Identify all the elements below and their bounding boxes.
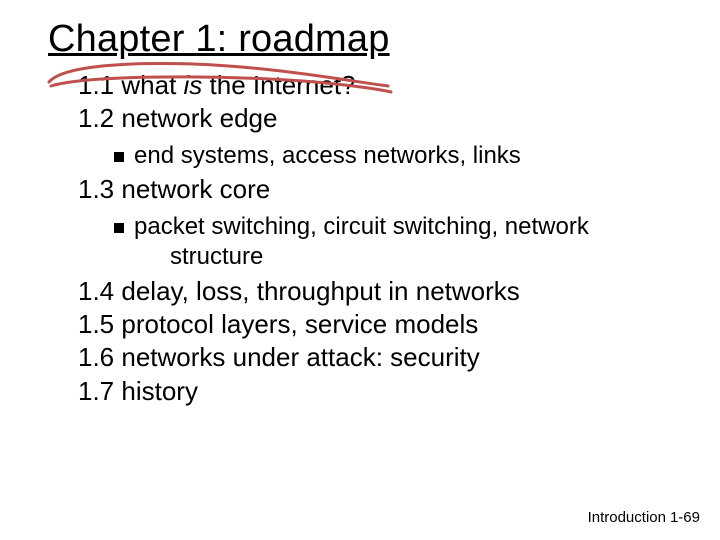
item-1-3: 1.3 network core bbox=[78, 173, 680, 206]
item-1-1-emph: is bbox=[184, 70, 203, 100]
footer: Introduction1-69 bbox=[588, 509, 700, 526]
footer-label: Introduction bbox=[588, 509, 666, 526]
item-1-2: 1.2 network edge bbox=[78, 102, 680, 135]
item-1-1: 1.1 what is the Internet? bbox=[78, 69, 680, 102]
item-1-4: 1.4 delay, loss, throughput in networks bbox=[78, 275, 680, 308]
item-1-3-sub-text-b: structure bbox=[114, 242, 680, 273]
outline-list: 1.1 what is the Internet? 1.2 network ed… bbox=[48, 69, 720, 408]
item-1-6: 1.6 networks under attack: security bbox=[78, 341, 680, 374]
item-1-2-sub-text: end systems, access networks, links bbox=[134, 142, 521, 169]
item-1-3-sub: packet switching, circuit switching, net… bbox=[78, 207, 680, 275]
item-1-7: 1.7 history bbox=[78, 375, 680, 408]
slide-title: Chapter 1: roadmap bbox=[48, 18, 390, 61]
bullet-square-icon bbox=[114, 223, 124, 233]
item-1-1-prefix: 1.1 what bbox=[78, 70, 184, 100]
item-1-1-suffix: the Internet? bbox=[202, 70, 355, 100]
bullet-square-icon bbox=[114, 152, 124, 162]
item-1-3-sub-text-a: packet switching, circuit switching, net… bbox=[134, 213, 589, 240]
item-1-2-sub: end systems, access networks, links bbox=[78, 136, 680, 174]
item-1-5: 1.5 protocol layers, service models bbox=[78, 308, 680, 341]
footer-page: 1-69 bbox=[670, 509, 700, 526]
